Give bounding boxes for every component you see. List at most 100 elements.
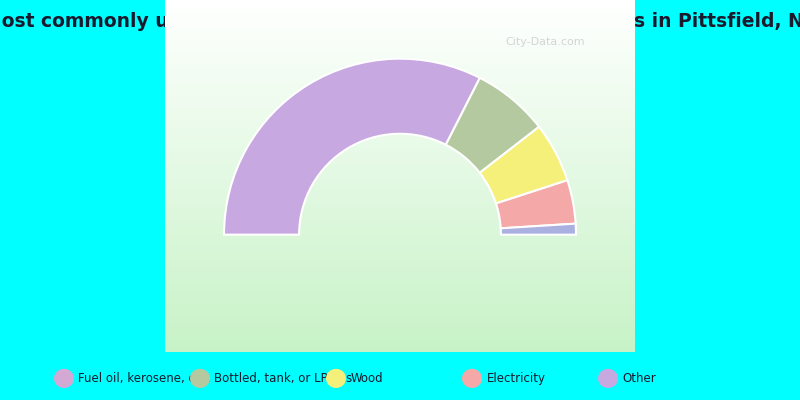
Bar xyxy=(166,162,634,164)
Bar xyxy=(166,269,634,271)
Bar xyxy=(166,250,634,252)
Bar xyxy=(166,274,634,276)
Bar xyxy=(166,324,634,326)
Bar xyxy=(166,76,634,78)
Text: Most commonly used house heating fuel in houses and condos in Pittsfield, NY: Most commonly used house heating fuel in… xyxy=(0,12,800,31)
Bar xyxy=(166,194,634,195)
Bar xyxy=(166,215,634,216)
Bar xyxy=(166,113,634,114)
Bar xyxy=(166,84,634,86)
Bar xyxy=(166,10,634,12)
Bar xyxy=(166,125,634,127)
Bar xyxy=(166,273,634,274)
Bar xyxy=(166,340,634,342)
Bar xyxy=(166,7,634,9)
Bar xyxy=(166,155,634,157)
Bar xyxy=(166,164,634,166)
Bar xyxy=(166,142,634,144)
Bar xyxy=(166,102,634,104)
Bar xyxy=(166,257,634,259)
Bar xyxy=(166,39,634,40)
Bar xyxy=(166,60,634,62)
Bar xyxy=(166,16,634,18)
Bar xyxy=(166,350,634,352)
Bar xyxy=(166,58,634,60)
Bar xyxy=(166,238,634,239)
Bar xyxy=(166,204,634,206)
Text: Other: Other xyxy=(622,372,656,385)
Bar xyxy=(166,183,634,185)
Bar xyxy=(166,127,634,128)
Bar xyxy=(166,98,634,100)
Bar xyxy=(166,254,634,255)
Bar xyxy=(166,201,634,202)
Bar xyxy=(166,141,634,142)
Bar xyxy=(166,318,634,320)
Bar xyxy=(166,178,634,180)
Bar xyxy=(166,303,634,304)
Bar xyxy=(166,5,634,7)
Bar xyxy=(166,338,634,340)
Bar xyxy=(166,210,634,211)
Bar xyxy=(166,2,634,4)
Bar xyxy=(166,9,634,10)
Bar xyxy=(166,197,634,199)
Bar xyxy=(166,276,634,278)
Bar xyxy=(166,208,634,210)
Bar xyxy=(166,216,634,218)
Bar xyxy=(166,79,634,81)
Bar xyxy=(166,21,634,23)
Bar xyxy=(166,134,634,136)
Bar xyxy=(166,104,634,106)
Bar xyxy=(166,312,634,313)
Bar xyxy=(166,137,634,139)
Bar xyxy=(166,266,634,268)
Bar xyxy=(166,308,634,310)
Bar xyxy=(166,44,634,46)
Bar xyxy=(166,151,634,153)
Bar xyxy=(166,292,634,294)
Bar xyxy=(166,19,634,21)
Bar xyxy=(166,255,634,257)
Bar xyxy=(166,289,634,290)
Bar xyxy=(166,160,634,162)
Bar xyxy=(166,26,634,28)
Bar xyxy=(166,97,634,98)
Bar xyxy=(166,174,634,176)
Bar xyxy=(166,334,634,336)
Bar xyxy=(166,111,634,113)
Bar xyxy=(166,230,634,232)
Bar xyxy=(166,128,634,130)
Bar xyxy=(166,100,634,102)
Bar xyxy=(166,213,634,215)
Bar xyxy=(166,37,634,39)
Bar xyxy=(166,176,634,178)
Bar xyxy=(166,252,634,254)
Bar xyxy=(166,93,634,95)
Bar xyxy=(166,107,634,109)
Bar xyxy=(166,202,634,204)
Bar xyxy=(166,278,634,280)
Bar xyxy=(166,153,634,155)
Text: Electricity: Electricity xyxy=(486,372,546,385)
Bar xyxy=(166,25,634,26)
Bar xyxy=(166,72,634,74)
Bar xyxy=(166,148,634,150)
Bar xyxy=(166,123,634,125)
Bar xyxy=(166,280,634,282)
Bar xyxy=(166,166,634,167)
Bar xyxy=(166,185,634,186)
Bar xyxy=(166,116,634,118)
Bar xyxy=(166,262,634,264)
Bar xyxy=(166,32,634,34)
Bar xyxy=(166,298,634,299)
Bar xyxy=(166,109,634,111)
Bar xyxy=(166,114,634,116)
Bar xyxy=(166,95,634,97)
Bar xyxy=(166,158,634,160)
Bar xyxy=(166,172,634,174)
Bar xyxy=(166,78,634,79)
Bar xyxy=(166,195,634,197)
Bar xyxy=(166,83,634,84)
Bar xyxy=(166,342,634,343)
